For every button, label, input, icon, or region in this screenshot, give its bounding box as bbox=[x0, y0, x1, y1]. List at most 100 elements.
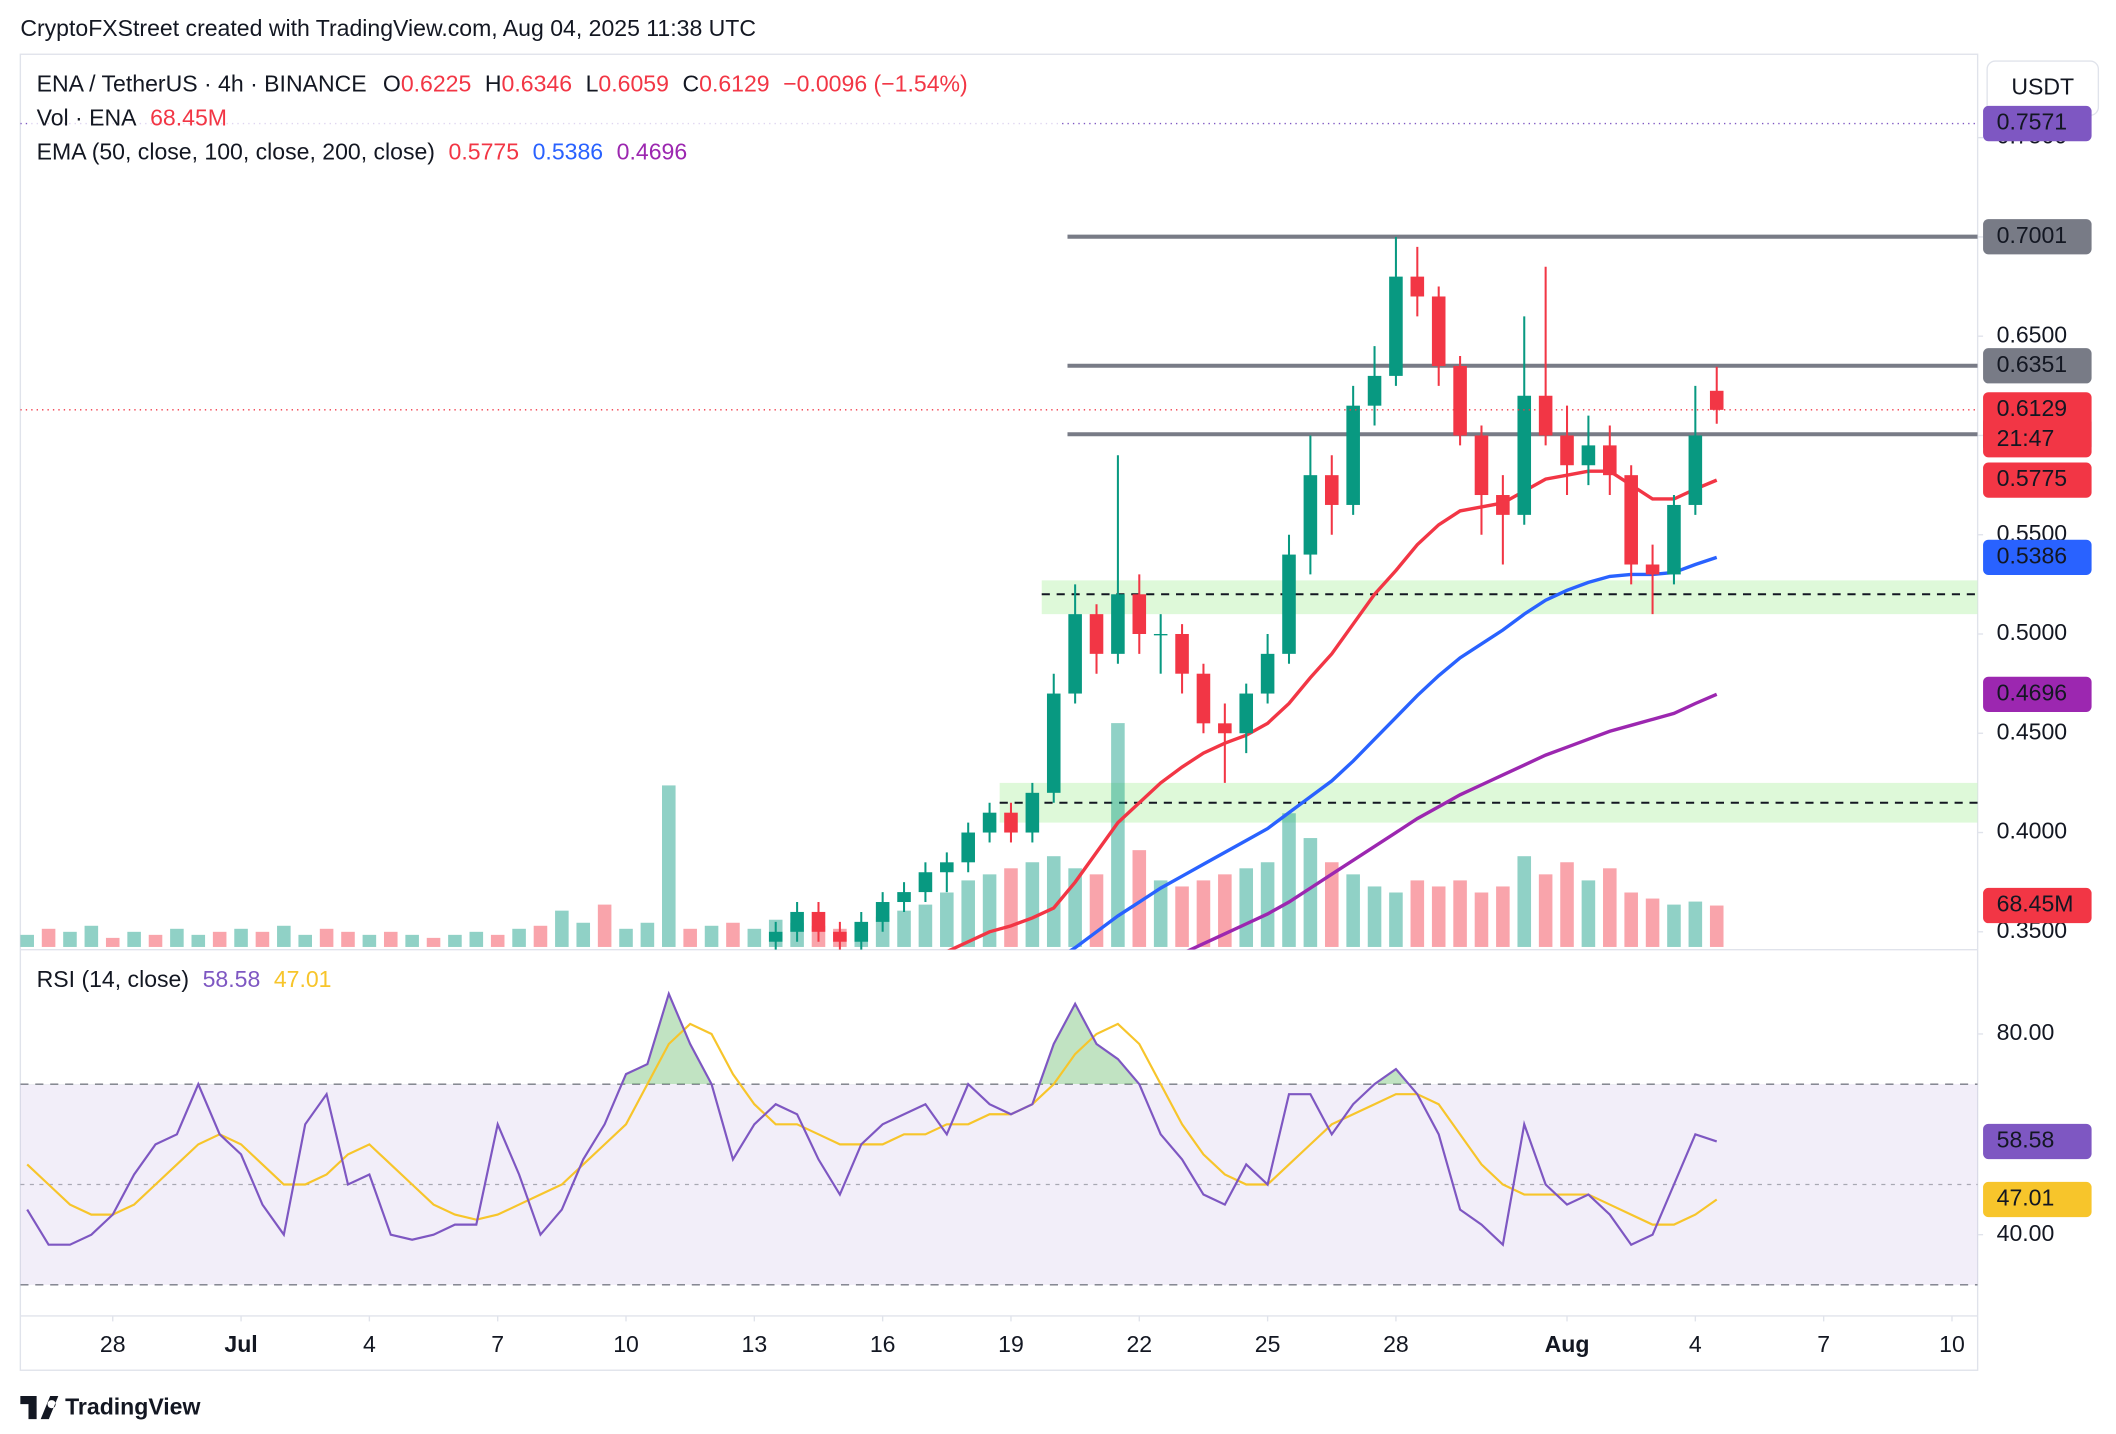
candle-body bbox=[1709, 390, 1724, 410]
ohlc-key: C bbox=[682, 71, 699, 97]
candle-body bbox=[982, 812, 997, 833]
volume-bar bbox=[1581, 880, 1596, 947]
candle-body bbox=[1367, 375, 1382, 406]
ohlc-key: L bbox=[586, 71, 599, 97]
currency[interactable]: USDT bbox=[2011, 73, 2074, 99]
candle-body bbox=[1410, 276, 1425, 297]
x-tick-label: 7 bbox=[1817, 1331, 1830, 1357]
volume-bar bbox=[191, 934, 206, 947]
candle-body bbox=[1303, 475, 1318, 555]
candle-body bbox=[1538, 395, 1553, 436]
volume-bar bbox=[1688, 901, 1703, 947]
volume-bar bbox=[1303, 838, 1318, 947]
volume-bar bbox=[1004, 868, 1018, 947]
candle-body bbox=[1667, 504, 1681, 575]
axes: 28 Jul 4 7 10 13 16 19 22 25 28 Aug 4 7 100.35000.4000… bbox=[100, 105, 2092, 1357]
volume-bar bbox=[1346, 874, 1360, 947]
volume-bar bbox=[255, 931, 270, 947]
x-tick-label: 7 bbox=[491, 1331, 504, 1357]
candle-body bbox=[1688, 435, 1703, 505]
volume-bar bbox=[1410, 880, 1425, 947]
y-tick-label: 0.6500 bbox=[1997, 321, 2067, 347]
candle-body bbox=[1389, 276, 1403, 376]
volume-bar bbox=[1517, 856, 1532, 947]
candle-body bbox=[790, 911, 804, 932]
volume-bar bbox=[84, 925, 99, 947]
x-tick-label: 28 bbox=[100, 1331, 126, 1357]
rsi-title: RSI (14, close) bbox=[37, 966, 189, 992]
countdown: 21:47 bbox=[1997, 425, 2055, 451]
ema-value: 0.4696 bbox=[617, 138, 687, 164]
rsi-badge-label: 58.58 bbox=[1997, 1127, 2055, 1153]
ema-title: EMA (50, close, 100, close, 200, close) bbox=[37, 138, 435, 164]
ema-badge-label: 0.5386 bbox=[1997, 542, 2067, 568]
candle-body bbox=[1453, 365, 1467, 436]
ema-badge bbox=[1983, 539, 2092, 575]
symbol: ENA / TetherUS · 4h · BINANCE bbox=[37, 71, 367, 97]
open-value: 0.6225 bbox=[401, 71, 471, 97]
price-pane bbox=[20, 122, 1978, 950]
level-badge bbox=[1983, 348, 2092, 384]
candle-body bbox=[1260, 653, 1275, 694]
x-tick-label: 4 bbox=[1689, 1331, 1702, 1357]
low-value: 0.6059 bbox=[598, 71, 668, 97]
volume-badge-label: 68.45M bbox=[1997, 891, 2074, 917]
volume-legend: Vol · ENA 68.45M bbox=[37, 104, 227, 130]
volume-bar bbox=[1175, 886, 1189, 947]
candle-body bbox=[1560, 435, 1574, 466]
ema-badge bbox=[1983, 676, 2092, 712]
rsi-signal-badge bbox=[1983, 1181, 2092, 1218]
candle-body bbox=[940, 862, 954, 873]
last-price-badge-label: 0.6129 bbox=[1997, 395, 2067, 421]
volume-bar bbox=[277, 925, 291, 947]
x-tick-label: 28 bbox=[1383, 1331, 1409, 1357]
x-tick-label: Aug bbox=[1545, 1331, 1590, 1357]
candle-body bbox=[1025, 792, 1040, 833]
volume-bar bbox=[555, 910, 569, 947]
y-tick-label: 0.4000 bbox=[1997, 818, 2067, 844]
volume-bar bbox=[1474, 892, 1489, 947]
candle-body bbox=[897, 892, 911, 903]
volume-bar bbox=[1431, 886, 1446, 947]
support-zone bbox=[999, 782, 1978, 823]
y-tick-label: 40.00 bbox=[1997, 1220, 2055, 1246]
volume-bar bbox=[105, 937, 120, 947]
volume-bar bbox=[1239, 868, 1254, 947]
volume-bar bbox=[1624, 892, 1638, 947]
x-tick-label: 10 bbox=[1939, 1331, 1965, 1357]
ema-value: 0.5386 bbox=[533, 138, 603, 164]
volume-bar bbox=[1389, 892, 1403, 947]
volume-bar bbox=[875, 916, 890, 947]
volume-value: 68.45M bbox=[150, 104, 227, 130]
candle-body bbox=[1517, 395, 1532, 515]
ema-badge-label: 0.4696 bbox=[1997, 679, 2067, 705]
rsi-signal-value: 47.01 bbox=[274, 966, 332, 992]
x-tick-label: 16 bbox=[870, 1331, 896, 1357]
candle-body bbox=[833, 931, 847, 942]
volume-bar bbox=[897, 910, 911, 947]
volume-bar bbox=[1153, 880, 1168, 947]
volume-bar bbox=[961, 880, 975, 947]
x-tick-label: 25 bbox=[1255, 1331, 1281, 1357]
volume-bar bbox=[148, 934, 163, 947]
legend: ENA / TetherUS · 4h · BINANCE O0.6225 H0.6… bbox=[29, 65, 1061, 992]
volume-bar bbox=[918, 904, 933, 947]
candle-body bbox=[918, 872, 933, 893]
candle-body bbox=[768, 931, 783, 942]
y-tick-label: 0.4500 bbox=[1997, 718, 2067, 744]
legend-backdrop bbox=[29, 65, 1061, 171]
volume-bar bbox=[362, 934, 377, 947]
volume-bar bbox=[512, 928, 526, 947]
volume-bar bbox=[20, 934, 34, 947]
close-value: 0.6129 bbox=[699, 71, 769, 97]
credit: CryptoFXStreet created with TradingView.… bbox=[20, 15, 756, 41]
volume-bar bbox=[234, 928, 248, 947]
volume-badge bbox=[1983, 887, 2092, 924]
volume-bar bbox=[170, 928, 184, 947]
candle-body bbox=[1324, 475, 1339, 505]
volume-bar bbox=[1196, 880, 1211, 947]
volume-bar bbox=[662, 785, 676, 947]
x-tick-label: Jul bbox=[224, 1331, 257, 1357]
